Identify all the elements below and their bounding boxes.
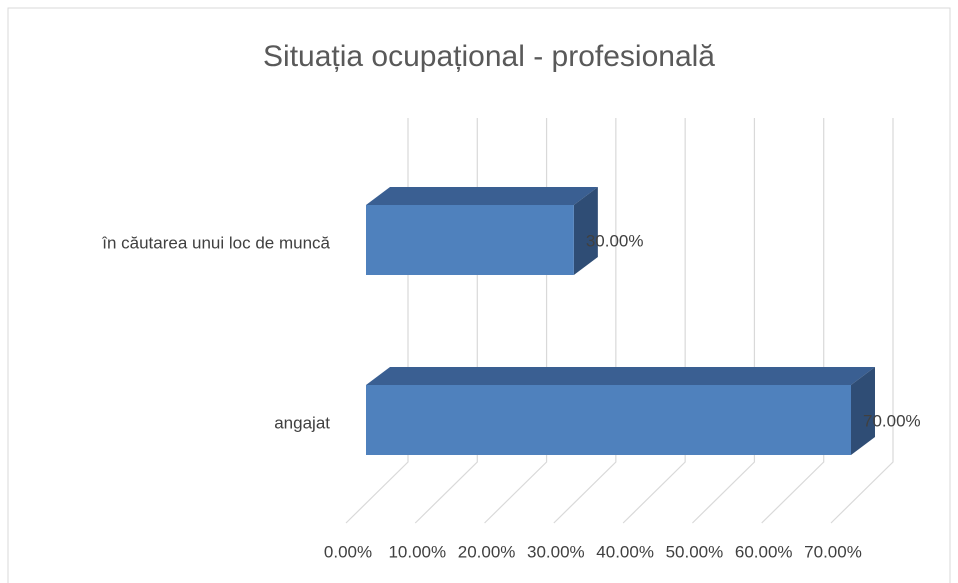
chart-title: Situația ocupațional - profesională [263,40,715,73]
y-tick-label: angajat [274,413,330,432]
x-tick-label: 40.00% [596,542,654,561]
x-tick-label: 30.00% [527,542,585,561]
x-tick-label: 20.00% [458,542,516,561]
bar-side [851,367,875,455]
x-tick-label: 60.00% [735,542,793,561]
bar-top [366,367,875,385]
chart-frame [7,7,951,583]
grid-line [830,118,894,524]
bar [366,205,574,275]
data-label: 30.00% [586,231,644,250]
x-tick-label: 70.00% [804,542,862,561]
y-tick-label: în căutarea unui loc de muncă [101,233,330,252]
x-tick-label: 50.00% [666,542,724,561]
bar-side [573,187,598,275]
x-tick-label: 0.00% [324,542,372,561]
grid-line [622,118,686,524]
bar [366,385,851,455]
grid-line [761,118,825,524]
grid-line [692,118,756,524]
x-tick-label: 10.00% [388,542,446,561]
data-label: 70.00% [863,411,921,430]
bar-top [366,187,598,205]
grid-line [553,118,617,524]
